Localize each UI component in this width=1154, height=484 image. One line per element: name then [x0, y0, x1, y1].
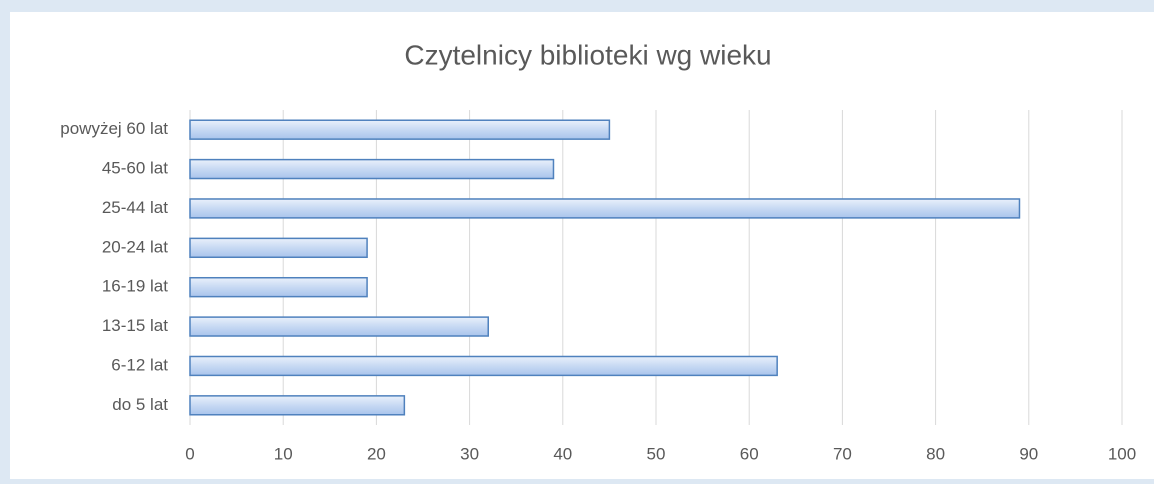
y-tick-label: 45-60 lat	[102, 159, 168, 178]
x-tick-label: 70	[833, 444, 852, 463]
x-tick-label: 90	[1019, 444, 1038, 463]
chart-area	[10, 12, 1154, 479]
bar	[189, 198, 1021, 219]
x-tick-label: 50	[647, 444, 666, 463]
x-tick-label: 0	[185, 444, 194, 463]
x-tick-label: 30	[460, 444, 479, 463]
bar	[189, 395, 406, 416]
bar	[189, 276, 368, 298]
bar	[189, 158, 555, 180]
y-tick-label: 13-15 lat	[102, 316, 168, 335]
y-tick-label: 16-19 lat	[102, 277, 168, 296]
bar	[189, 316, 489, 337]
bar	[189, 355, 778, 377]
y-tick-label: 25-44 lat	[102, 198, 168, 217]
chart-title: Czytelnicy biblioteki wg wieku	[404, 39, 771, 70]
x-tick-label: 60	[740, 444, 759, 463]
x-tick-label: 10	[274, 444, 293, 463]
y-tick-label: 6-12 lat	[111, 355, 168, 374]
x-tick-label: 20	[367, 444, 386, 463]
bar	[189, 119, 611, 140]
y-tick-label: powyżej 60 lat	[60, 119, 168, 138]
x-tick-label: 100	[1108, 444, 1136, 463]
x-tick-label: 40	[553, 444, 572, 463]
x-tick-label: 80	[926, 444, 945, 463]
y-tick-label: 20-24 lat	[102, 237, 168, 256]
y-tick-label: do 5 lat	[112, 395, 168, 414]
bar	[189, 237, 368, 259]
